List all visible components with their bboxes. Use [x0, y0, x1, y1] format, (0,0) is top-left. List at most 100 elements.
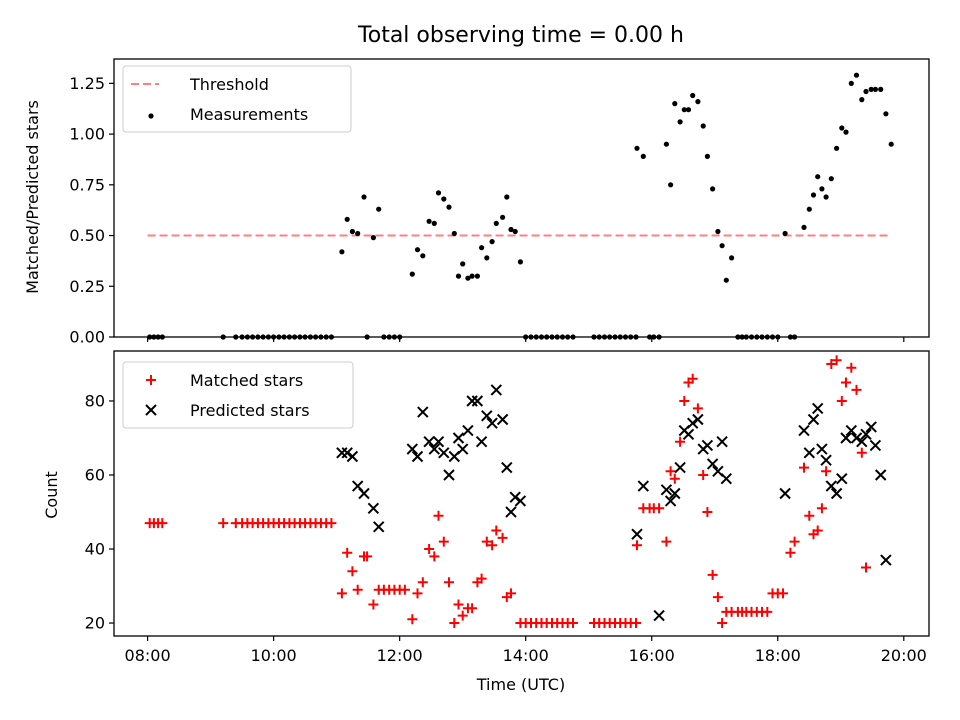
measurement-point-90 [695, 99, 701, 105]
predicted-stars-point-7 [406, 443, 419, 455]
predicted-stars-point-47 [779, 487, 791, 500]
predicted-stars-point-27 [505, 506, 517, 518]
matched-stars-point-24 [336, 588, 347, 599]
matched-stars-point-39 [417, 577, 428, 588]
predicted-stars-point-56 [836, 472, 848, 485]
measurement-point-96 [723, 277, 729, 283]
predicted-stars-point-20 [471, 395, 484, 407]
measurement-point-85 [672, 101, 678, 107]
predicted-stars-point-36 [674, 461, 686, 474]
predicted-stars-point-2 [346, 450, 359, 463]
measurement-point-83 [663, 141, 670, 147]
top-panel-frame [113, 58, 930, 338]
matched-stars-point-115 [821, 466, 832, 477]
predicted-stars-point-22 [481, 410, 493, 422]
matched-stars-point-43 [438, 536, 449, 547]
matched-stars-point-3 [157, 518, 168, 529]
matched-stars-point-91 [698, 470, 709, 480]
top-legend-box [122, 65, 352, 133]
measurement-point-45 [455, 273, 462, 279]
matched-stars-point-47 [457, 610, 468, 621]
measurement-point-43 [446, 204, 452, 210]
predicted-stars-point-11 [428, 443, 441, 455]
measurement-point-38 [420, 253, 426, 259]
x-tick-label-3: 14:00 [503, 646, 549, 665]
matched-stars-point-89 [687, 373, 698, 384]
matched-stars-point-51 [476, 573, 487, 584]
predicted-stars-point-49 [803, 447, 816, 459]
matched-stars-point-114 [816, 503, 827, 514]
predicted-stars-point-62 [865, 421, 877, 433]
measurement-point-89 [690, 92, 696, 99]
matched-stars-point-38 [412, 588, 423, 599]
predicted-stars-point-18 [462, 424, 474, 437]
matched-stars-point-119 [841, 377, 851, 388]
top-legend-swatch-1 [148, 113, 154, 119]
x-tick-label-4: 16:00 [629, 646, 675, 665]
predicted-stars-point-25 [496, 413, 509, 426]
x-tick-label-5: 18:00 [755, 646, 801, 665]
measurement-point-55 [504, 194, 510, 200]
predicted-stars-point-40 [692, 413, 704, 426]
measurement-point-110 [801, 224, 807, 230]
measurement-point-78 [634, 145, 640, 151]
predicted-stars-point-29 [514, 495, 527, 507]
measurement-point-121 [853, 72, 860, 78]
matched-stars-point-45 [449, 618, 460, 628]
predicted-stars-point-5 [367, 502, 380, 515]
measurement-point-87 [681, 107, 687, 113]
measurement-point-126 [878, 86, 884, 92]
matched-stars-point-95 [717, 618, 728, 628]
predicted-stars-point-12 [432, 435, 445, 448]
bottom-legend: Matched stars Predicted stars [122, 361, 354, 429]
predicted-stars-point-32 [653, 609, 665, 622]
bottom-panel-frame [113, 350, 930, 637]
measurement-point-111 [806, 206, 812, 212]
matched-stars-point-93 [707, 569, 718, 580]
matched-stars-point-44 [444, 577, 454, 588]
bottom-y-tick-label-3: 80 [85, 391, 105, 410]
measurement-point-47 [465, 275, 471, 281]
matched-stars-point-122 [856, 447, 867, 458]
predicted-stars-point-23 [486, 417, 498, 429]
bottom-legend-label-0: Matched stars [190, 371, 303, 390]
predicted-stars-point-1 [341, 447, 353, 459]
measurement-point-91 [700, 123, 706, 129]
matched-stars-point-94 [712, 592, 723, 603]
measurement-point-27 [355, 230, 361, 237]
measurement-point-39 [426, 218, 432, 224]
predicted-stars-point-6 [372, 521, 385, 533]
measurement-point-114 [819, 186, 825, 192]
matched-stars-point-57 [506, 588, 516, 599]
measurement-point-93 [710, 186, 716, 192]
measurement-point-117 [834, 145, 840, 151]
predicted-stars-point-42 [701, 439, 714, 452]
measurement-point-120 [848, 80, 854, 86]
x-axis-label: Time (UTC) [476, 675, 565, 694]
measurement-point-116 [828, 176, 834, 182]
predicted-stars-point-21 [475, 435, 488, 448]
matched-stars-point-42 [433, 510, 444, 521]
measurement-point-119 [843, 129, 849, 135]
top-y-tick-label-1: 0.25 [69, 277, 105, 296]
measurement-point-48 [469, 273, 475, 279]
predicted-stars-point-17 [456, 443, 469, 455]
measurement-point-26 [349, 228, 355, 235]
measurement-point-92 [704, 153, 711, 159]
matched-stars-point-84 [665, 466, 676, 477]
measurement-point-58 [517, 259, 524, 265]
predicted-stars-point-39 [686, 417, 699, 429]
measurement-point-51 [484, 255, 490, 261]
matched-stars-point-27 [352, 584, 363, 595]
matched-stars-point-53 [487, 540, 498, 551]
matched-stars-point-41 [429, 551, 440, 562]
matched-stars-point-82 [654, 503, 665, 514]
measurement-point-86 [677, 119, 683, 125]
matched-stars-point-120 [846, 362, 857, 373]
measurement-point-88 [685, 107, 692, 113]
measurement-point-112 [810, 192, 817, 198]
top-panel-marks [147, 72, 894, 340]
predicted-stars-point-45 [716, 435, 728, 448]
measurement-point-40 [431, 220, 437, 226]
predicted-stars-point-55 [830, 487, 843, 500]
